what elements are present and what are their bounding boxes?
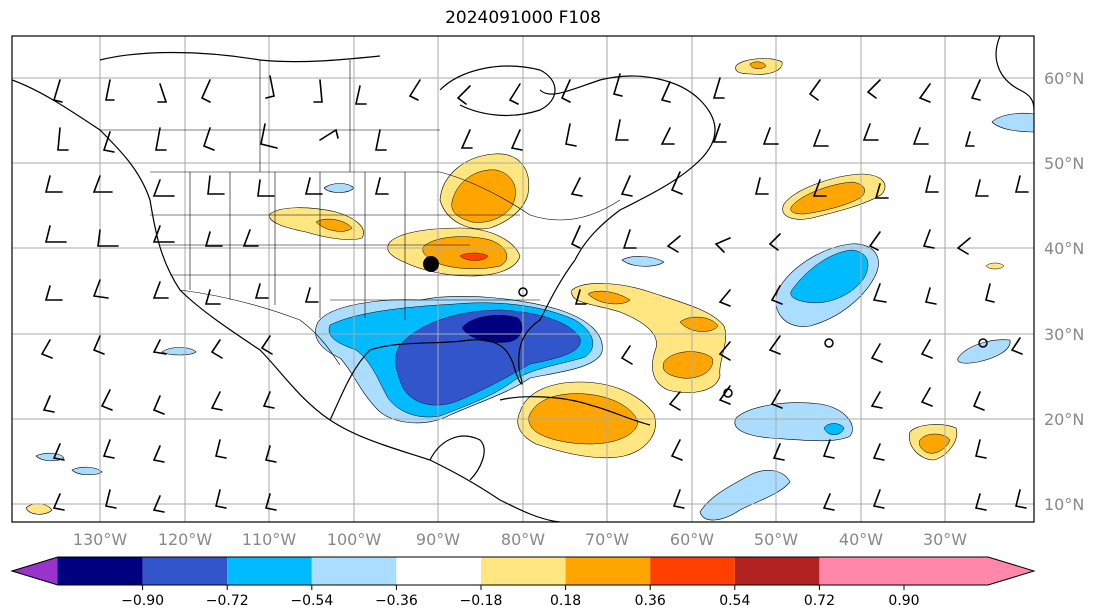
lon-label-120: 120°W	[158, 530, 213, 549]
contour-positive-high-ohio	[459, 252, 489, 261]
map-title: 2024091000 F108	[445, 8, 601, 28]
colorbar-segment-2	[142, 557, 228, 585]
contour-negative-light-caribbean	[734, 402, 853, 442]
lon-label-90: 90°W	[416, 530, 460, 549]
contour-positive-mid-lakes	[451, 169, 516, 223]
coastlines	[12, 36, 1034, 522]
lon-label-130: 130°W	[73, 530, 128, 549]
coastline-cuba	[499, 396, 651, 426]
lat-label-50: 50°N	[1044, 154, 1084, 173]
coastline-gulf	[329, 259, 576, 421]
lon-label-60: 60°W	[670, 530, 714, 549]
lon-label-80: 80°W	[501, 530, 545, 549]
cb-tick-label: −0.90	[121, 593, 164, 609]
wind-barb-row-5	[44, 279, 995, 307]
map-frame	[11, 35, 1035, 523]
cb-tick-label: −0.54	[290, 593, 333, 609]
wind-barb-row-8	[52, 439, 987, 463]
coastline-yucatan	[429, 435, 485, 481]
location-marker-dot	[423, 256, 439, 272]
lat-label-30: 30°N	[1044, 325, 1084, 344]
contour-negative-mid-caribbean	[823, 423, 845, 435]
colorbar-segment-9	[734, 557, 820, 585]
calm-circle-2	[824, 338, 834, 348]
lat-label-40: 40°N	[1044, 239, 1084, 258]
contour-negative-mid-atlantic	[790, 249, 869, 304]
wind-barbs	[40, 73, 1029, 513]
lon-label-100: 100°W	[327, 530, 382, 549]
cb-tick-label: 0.36	[635, 593, 666, 609]
colorbar-segment-3	[227, 557, 312, 585]
wind-barb-row-4	[44, 225, 971, 255]
contour-positive-mid-east	[919, 433, 951, 454]
map-content	[12, 36, 1034, 522]
contour-negative-light-ne	[991, 112, 1034, 133]
lat-label-10: 10°N	[1044, 495, 1084, 514]
cb-tick-label: 0.54	[719, 593, 750, 609]
lon-label-40: 40°W	[839, 530, 883, 549]
latitude-labels: 60°N 50°N 40°N 30°N 20°N 10°N	[1044, 69, 1084, 514]
calm-circle-3	[723, 388, 733, 398]
lat-label-60: 60°N	[1044, 69, 1084, 88]
coastline-greenland	[995, 36, 1034, 111]
colorbar-segment-8	[650, 557, 735, 585]
colorbar: −0.90 −0.72 −0.54 −0.36 −0.18 0.18 0.36 …	[10, 556, 1036, 609]
contour-positive-mid-atlantic-c	[662, 351, 713, 379]
colorbar-segment-5	[396, 557, 481, 585]
lon-label-50: 50°W	[754, 530, 798, 549]
lon-label-70: 70°W	[585, 530, 629, 549]
colorbar-segment-4	[311, 557, 397, 585]
gridlines	[12, 36, 1034, 522]
colorbar-segment-10	[819, 557, 904, 585]
contour-negative-light-cuba	[621, 256, 665, 267]
contour-negative-light-pacific	[161, 347, 197, 356]
colorbar-segment-7	[565, 557, 651, 585]
colorbar-extend-high	[904, 557, 1034, 585]
colorbar-outline	[10, 556, 1036, 586]
cb-tick-label: −0.36	[375, 593, 418, 609]
contour-positive-light-small	[985, 262, 1005, 270]
wind-barb-row-1	[52, 73, 981, 105]
contour-positive-mid-plains	[315, 218, 353, 232]
calm-circle-1	[518, 287, 528, 297]
contour-negative-light-pacific3	[71, 466, 103, 476]
colorbar-tick-labels: −0.90 −0.72 −0.54 −0.36 −0.18 0.18 0.36 …	[121, 593, 919, 609]
contour-negative-light-south	[699, 470, 791, 521]
borders	[100, 60, 621, 366]
cb-tick-label: 0.18	[550, 593, 581, 609]
contour-positive-mid-atlantic-b	[679, 316, 719, 332]
colorbar-segment-6	[481, 557, 566, 585]
colorbar-ticks	[142, 585, 905, 590]
lat-label-20: 20°N	[1044, 410, 1084, 429]
lon-label-30: 30°W	[923, 530, 967, 549]
wind-barb-row-9	[52, 489, 1027, 513]
cb-tick-label: 0.72	[804, 593, 835, 609]
coastline-canada-arctic	[99, 51, 381, 63]
cb-tick-label: −0.18	[460, 593, 503, 609]
cb-tick-label: 0.90	[888, 593, 919, 609]
border-us-mexico	[179, 289, 341, 366]
coastline-hudson	[439, 65, 556, 117]
lon-label-110: 110°W	[242, 530, 297, 549]
wind-barb-row-7	[42, 385, 985, 415]
calm-circle-4	[978, 338, 988, 348]
coastline-east	[539, 75, 716, 261]
contour-positive-mid-atlantic-a	[587, 290, 631, 305]
colorbar-extend-low	[10, 556, 59, 586]
wind-barb-row-6	[40, 335, 1023, 365]
colorbar-segment-1	[58, 557, 143, 585]
wind-barb-row-3	[44, 171, 1029, 199]
wind-barb-row-2	[57, 119, 975, 153]
cb-tick-label: −0.72	[206, 593, 249, 609]
coastline-north-america-west	[12, 79, 561, 522]
longitude-labels: 130°W 120°W 110°W 100°W 90°W 80°W 70°W 6…	[73, 530, 967, 549]
border-us-canada	[150, 171, 621, 221]
contour-positive-mid-north	[749, 61, 767, 69]
contour-positive-mid-ne	[790, 181, 865, 215]
